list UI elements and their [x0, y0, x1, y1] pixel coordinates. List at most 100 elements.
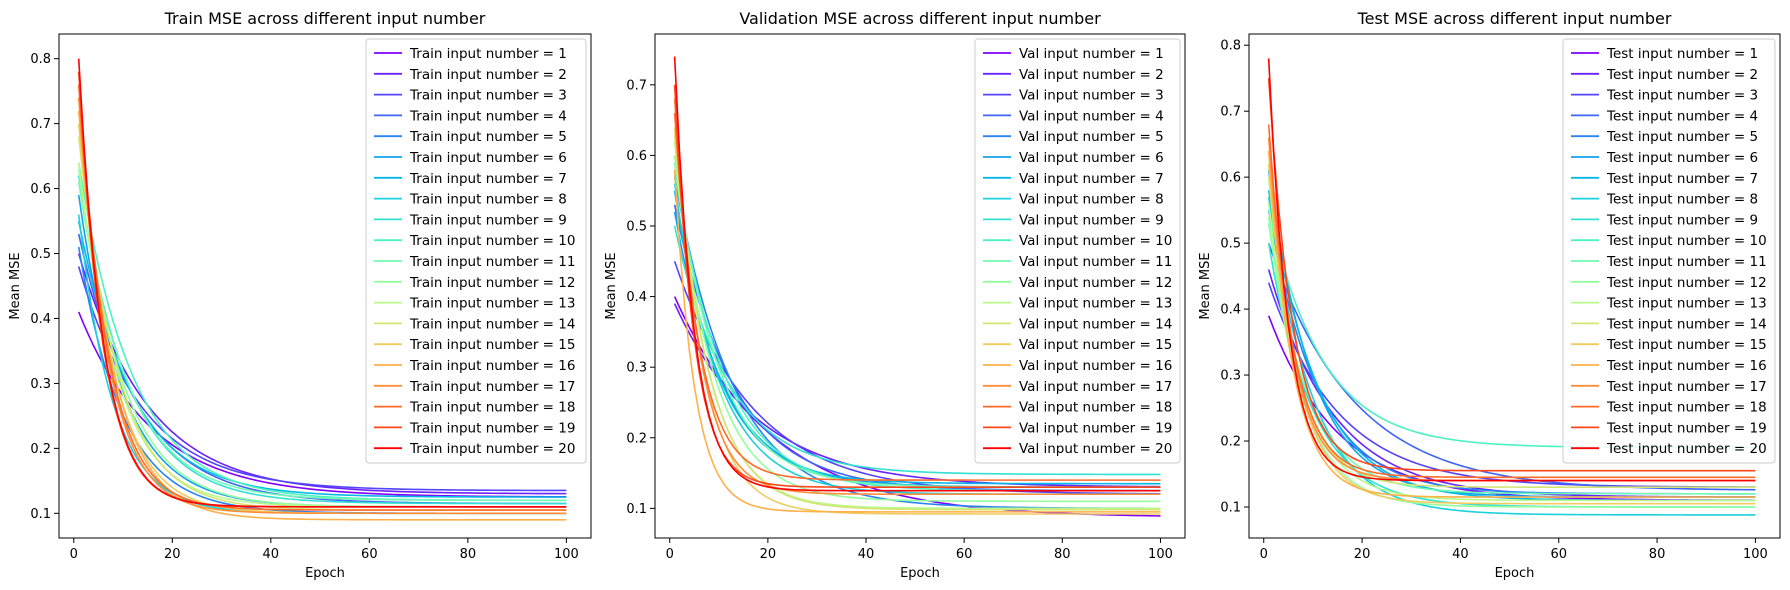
- series-line-16: [77, 110, 567, 521]
- x-tick-label: 60: [1550, 547, 1567, 562]
- legend-entry: Val input number = 5: [1019, 129, 1164, 145]
- legend-entry: Train input number = 3: [409, 88, 567, 104]
- legend: Test input number = 1 Test input number =…: [1562, 38, 1776, 464]
- series-line-17: [673, 98, 1161, 496]
- legend-entry: Val input number = 15: [1019, 337, 1172, 353]
- y-axis-label: Mean MSE: [8, 252, 23, 319]
- y-tick-label: 0.5: [626, 220, 647, 235]
- y-tick-label: 0.2: [1220, 435, 1241, 450]
- legend-entry: Test input number = 15: [1606, 337, 1767, 353]
- series-line-3: [673, 261, 1161, 495]
- series-line-7: [673, 190, 1161, 485]
- y-tick-label: 0.7: [626, 78, 647, 93]
- y-tick-label: 0.1: [30, 507, 51, 522]
- chart-panel-1: 0 20 40 60 80 100 0.1 0.2 0.3 0.4 0.5 0.6 0.7 0.8 Trai…: [8, 9, 592, 581]
- legend-entry: Val input number = 17: [1019, 379, 1172, 395]
- legend-entry: Test input number = 14: [1606, 316, 1767, 332]
- series-line-15: [1267, 163, 1756, 505]
- legend-entry: Val input number = 20: [1019, 441, 1172, 457]
- legend-entry: Val input number = 1: [1019, 46, 1164, 62]
- series-line-13: [1267, 203, 1756, 502]
- x-tick-label: 20: [164, 547, 181, 562]
- legend-entry: Val input number = 18: [1019, 400, 1172, 416]
- legend-entry: Train input number = 16: [409, 358, 575, 374]
- legend-entry: Test input number = 16: [1606, 358, 1767, 374]
- legend-entry: Train input number = 19: [409, 420, 575, 436]
- legend-box: [365, 38, 587, 464]
- chart-title: Train MSE across different input number: [164, 9, 486, 28]
- y-tick-label: 0.6: [1220, 171, 1241, 186]
- series-line-18: [77, 84, 567, 511]
- y-tick-label: 0.4: [626, 290, 647, 305]
- legend-entry: Val input number = 19: [1019, 420, 1172, 436]
- legend-entry: Test input number = 5: [1606, 129, 1758, 145]
- y-tick-label: 0.8: [1220, 39, 1241, 54]
- x-tick-label: 20: [760, 547, 777, 562]
- y-tick-label: 0.3: [30, 377, 51, 392]
- chart-panel-2: 0 20 40 60 80 100 0.1 0.2 0.3 0.4 0.5 0.6 0.7 Validat…: [604, 9, 1186, 581]
- series-line-2: [77, 253, 567, 495]
- legend-entry: Val input number = 6: [1019, 150, 1164, 166]
- legend-entry: Test input number = 8: [1606, 192, 1758, 208]
- series-line-20: [673, 56, 1161, 492]
- x-tick-label: 60: [956, 547, 973, 562]
- series-lines: [673, 56, 1161, 517]
- x-tick-label: 100: [1743, 547, 1768, 562]
- y-tick-label: 0.1: [1220, 500, 1241, 515]
- series-line-20: [1267, 58, 1756, 482]
- legend-entry: Test input number = 11: [1606, 254, 1767, 270]
- legend-box: [974, 38, 1181, 464]
- x-tick-label: 40: [1452, 547, 1469, 562]
- legend-entry: Train input number = 14: [409, 316, 575, 332]
- y-tick-label: 0.1: [626, 502, 647, 517]
- y-tick-label: 0.5: [30, 247, 51, 262]
- legend-entry: Val input number = 16: [1019, 358, 1172, 374]
- legend-entry: Val input number = 12: [1019, 275, 1172, 291]
- series-line-12: [673, 155, 1161, 503]
- x-tick-label: 100: [554, 547, 579, 562]
- series-line-9: [77, 175, 567, 505]
- legend-entry: Val input number = 4: [1019, 108, 1164, 124]
- x-axis-label: Epoch: [305, 566, 345, 581]
- legend-entry: Train input number = 12: [409, 275, 575, 291]
- legend-entry: Train input number = 20: [409, 441, 575, 457]
- y-tick-label: 0.3: [1220, 369, 1241, 384]
- y-tick-label: 0.6: [30, 182, 51, 197]
- legend-entry: Test input number = 3: [1606, 88, 1758, 104]
- series-line-16: [673, 169, 1161, 513]
- legend-entry: Val input number = 10: [1019, 233, 1172, 249]
- y-axis-label: Mean MSE: [604, 252, 619, 319]
- x-tick-label: 60: [361, 547, 378, 562]
- legend-entry: Test input number = 9: [1606, 212, 1758, 228]
- legend-entry: Train input number = 18: [409, 400, 575, 416]
- legend-entry: Test input number = 13: [1606, 296, 1767, 312]
- series-line-18: [1267, 124, 1756, 479]
- series-line-19: [673, 84, 1161, 488]
- legend-entry: Test input number = 1: [1606, 46, 1758, 62]
- y-tick-label: 0.4: [30, 312, 51, 327]
- legend-entry: Train input number = 5: [409, 129, 567, 145]
- series-line-7: [77, 220, 567, 498]
- legend-entry: Val input number = 8: [1019, 192, 1164, 208]
- legend-entry: Train input number = 8: [409, 192, 567, 208]
- legend-entry: Test input number = 6: [1606, 150, 1758, 166]
- x-tick-label: 0: [70, 547, 78, 562]
- x-tick-label: 20: [1354, 547, 1371, 562]
- legend-entry: Train input number = 7: [409, 171, 567, 187]
- legend-entry: Train input number = 11: [409, 254, 575, 270]
- axes-frame: [654, 33, 1186, 539]
- y-tick-label: 0.7: [1220, 105, 1241, 120]
- chart-panel-3: 0 20 40 60 80 100 0.1 0.2 0.3 0.4 0.5 0.6 0.7 0.8 Test…: [1198, 9, 1781, 581]
- axes-frame: [58, 33, 592, 539]
- x-tick-label: 0: [666, 547, 674, 562]
- legend: Val input number = 1 Val input number = 2…: [974, 38, 1181, 464]
- legend-entry: Test input number = 17: [1606, 379, 1767, 395]
- series-line-16: [1267, 150, 1756, 498]
- y-axis-label: Mean MSE: [1198, 252, 1213, 319]
- y-tick-label: 0.4: [1220, 303, 1241, 318]
- series-line-11: [1267, 223, 1756, 495]
- series-line-14: [673, 134, 1161, 511]
- legend: Train input number = 1 Train input number…: [365, 38, 587, 464]
- series-line-17: [77, 97, 567, 515]
- y-tick-label: 0.8: [30, 52, 51, 67]
